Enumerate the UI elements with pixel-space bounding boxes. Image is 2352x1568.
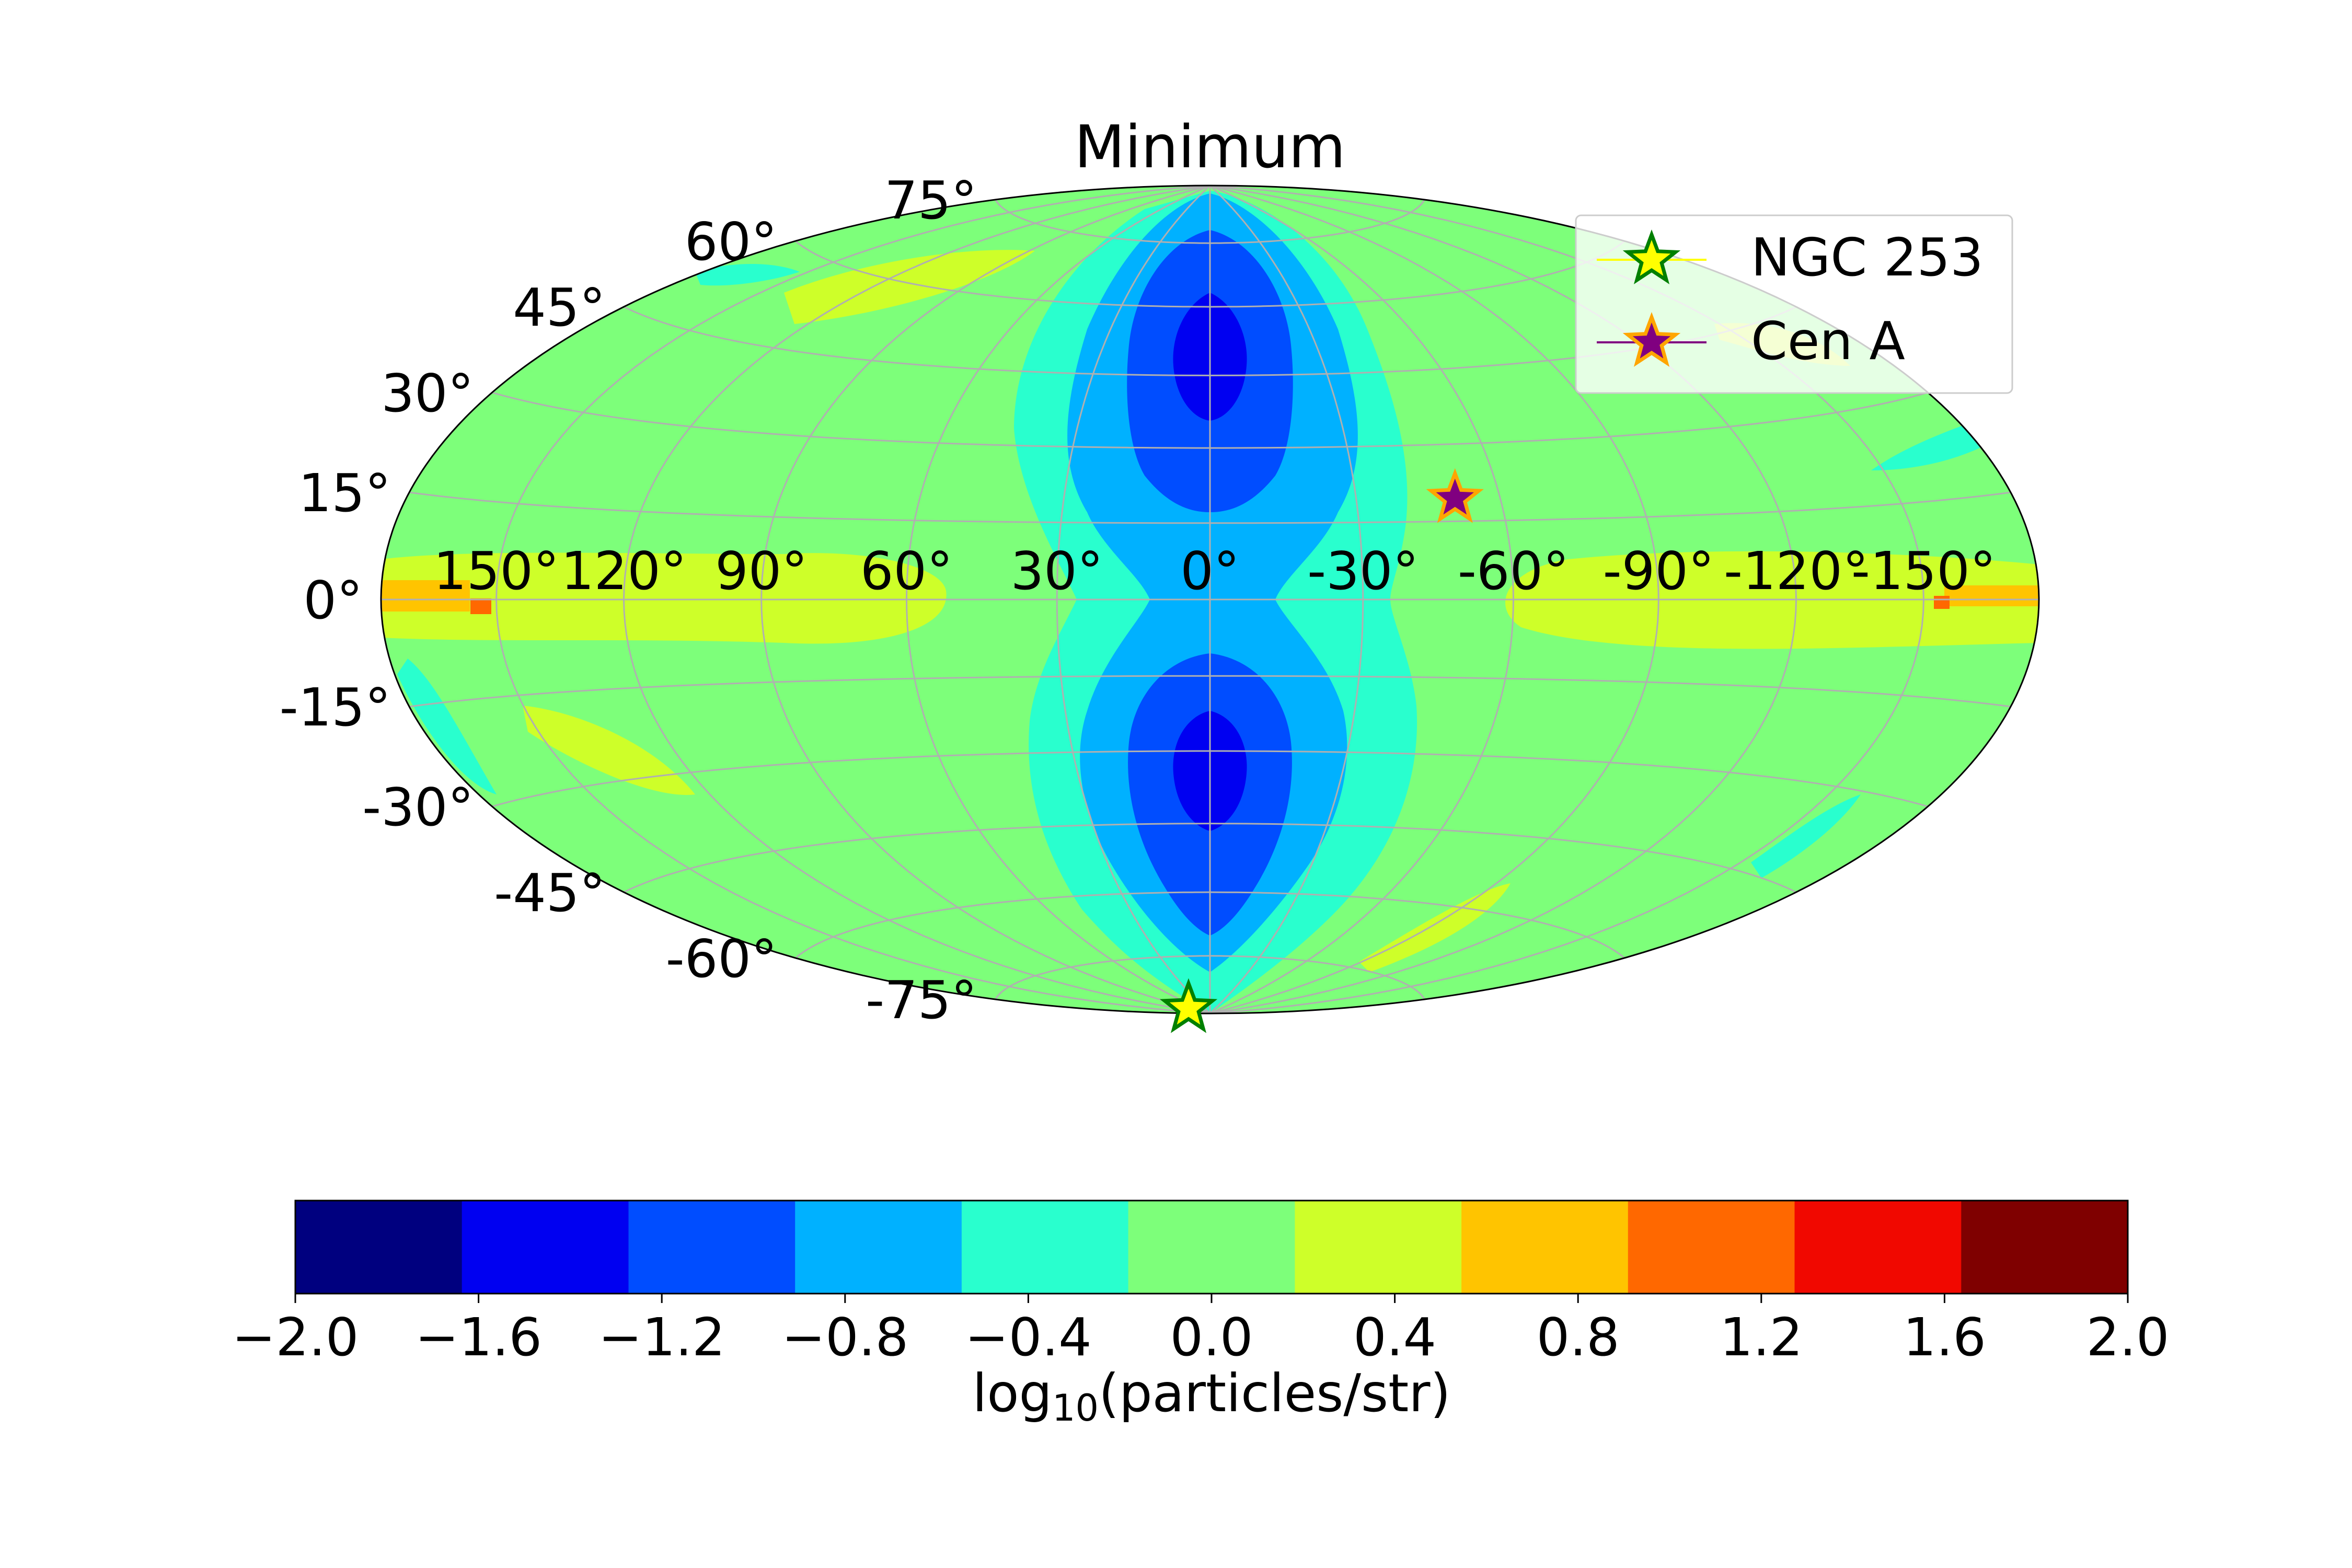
longitude-tick-label: 120°: [561, 540, 687, 602]
colorbar-cell: [628, 1201, 795, 1294]
latitude-tick-label: -45°: [494, 862, 605, 924]
latitude-tick-label: 0°: [303, 570, 363, 631]
latitude-tick-label: 30°: [381, 363, 474, 424]
heatmap-patch-w: [523, 706, 695, 795]
colorbar: −2.0 −1.6 −1.2 −0.8 −0.4 0.0 0.4 0.8 1.2 1.6 2.0 l…: [232, 1200, 2170, 1429]
colorbar-tick-label: 0.0: [1170, 1307, 1253, 1368]
heatmap-plane-edge-left: [381, 580, 470, 612]
colorbar-cell: [1461, 1201, 1629, 1294]
colorbar-label-subscript: 10: [1052, 1387, 1099, 1429]
colorbar-cell: [1295, 1201, 1462, 1294]
latitude-tick-label: 15°: [298, 463, 391, 524]
colorbar-label: log10(particles/str): [973, 1363, 1451, 1429]
colorbar-tick-label: 0.4: [1353, 1307, 1436, 1368]
parallel-line: [795, 891, 1625, 959]
parallel-line: [995, 199, 1425, 244]
colorbar-label-suffix: (particles/str): [1099, 1363, 1450, 1424]
legend-star-cena: [1622, 312, 1681, 367]
parallel-line: [409, 675, 2011, 708]
heatmap-plane-spot-right: [1934, 596, 1950, 609]
latitude-tick-label: 75°: [884, 170, 977, 231]
colorbar-cell: [1794, 1201, 1962, 1294]
longitude-tick-label: 150°: [433, 540, 559, 602]
parallel-line: [492, 750, 1928, 808]
longitude-tick-label: -30°: [1307, 540, 1419, 602]
parallel-line: [492, 391, 1928, 449]
longitude-tick-label: -150°: [1851, 540, 1996, 602]
latitude-tick-label: 45°: [513, 277, 605, 338]
colorbar-tick-label: −1.2: [598, 1307, 725, 1368]
colorbar-cell: [295, 1201, 463, 1294]
longitude-tick-label: 90°: [715, 540, 808, 602]
latitude-tick-label: -75°: [866, 970, 977, 1031]
colorbar-tick-label: 1.6: [1903, 1307, 1986, 1368]
colorbar-cells: [295, 1201, 2128, 1294]
heatmap-plane-edge-right: [1944, 585, 2039, 606]
heatmap-cyan-edge-left: [397, 659, 497, 794]
colorbar-ticks: −2.0 −1.6 −1.2 −0.8 −0.4 0.0 0.4 0.8 1.2 1.6 2.0: [232, 1294, 2170, 1368]
colorbar-cell: [1128, 1201, 1295, 1294]
source-markers: [1159, 468, 1484, 1033]
longitude-tick-label: 30°: [1011, 540, 1103, 602]
latitude-tick-label: -30°: [362, 777, 474, 838]
longitude-tick-label: -90°: [1603, 540, 1714, 602]
heatmap-patch-nw: [784, 250, 1035, 324]
parallel-line: [623, 823, 1797, 893]
colorbar-tick-label: −0.4: [965, 1307, 1092, 1368]
latitude-tick-label: 60°: [685, 211, 777, 272]
chart-title: Minimum: [1074, 113, 1345, 181]
longitude-tick-label: 0°: [1180, 540, 1240, 602]
longitude-tick-labels: 150° 120° 90° 60° 30° 0° -30° -60° -90° -120°-150…: [433, 540, 1996, 602]
colorbar-cell: [462, 1201, 629, 1294]
colorbar-tick-label: −0.8: [781, 1307, 908, 1368]
source-marker-star: [1426, 468, 1484, 523]
parallel-line: [409, 491, 2011, 524]
colorbar-tick-label: −1.6: [415, 1307, 542, 1368]
legend-star-ngc253: [1622, 229, 1681, 284]
colorbar-cell: [1628, 1201, 1795, 1294]
heatmap-plane-spot-left: [470, 598, 491, 614]
graticule-grid: [381, 186, 2039, 1013]
heatmap-plane-left: [381, 552, 947, 644]
heatmap-patch-se: [1359, 883, 1511, 972]
colorbar-cell: [1961, 1201, 2128, 1294]
latitude-tick-label: -15°: [280, 677, 391, 738]
legend: NGC 253 Cen A: [1575, 214, 2013, 394]
colorbar-tick-label: 0.8: [1537, 1307, 1620, 1368]
heatmap-cyan-nw: [695, 264, 800, 286]
parallel-line: [795, 240, 1625, 308]
colorbar-tick-label: −2.0: [232, 1307, 359, 1368]
parallel-line: [995, 955, 1425, 1000]
latitude-tick-labels: 75° 60° 45° 30° 15° 0° -15° -30° -45° -60° -75°: [280, 170, 977, 1031]
sky-map-boundary: [380, 185, 2040, 1014]
longitude-tick-label: -60°: [1458, 540, 1569, 602]
source-marker-star: [1159, 978, 1218, 1033]
colorbar-cell: [961, 1201, 1129, 1294]
colorbar-cell: [795, 1201, 962, 1294]
latitude-tick-label: -60°: [666, 928, 777, 989]
longitude-tick-label: 60°: [860, 540, 953, 602]
heatmap-cyan-se: [1751, 794, 1861, 878]
longitude-tick-label: -120°: [1724, 540, 1869, 602]
colorbar-tick-label: 1.2: [1720, 1307, 1803, 1368]
colorbar-label-prefix: log: [973, 1363, 1052, 1424]
colorbar-tick-label: 2.0: [2086, 1307, 2169, 1368]
legend-label-ngc253: NGC 253: [1751, 227, 1984, 288]
legend-label-cena: Cen A: [1751, 310, 1905, 372]
